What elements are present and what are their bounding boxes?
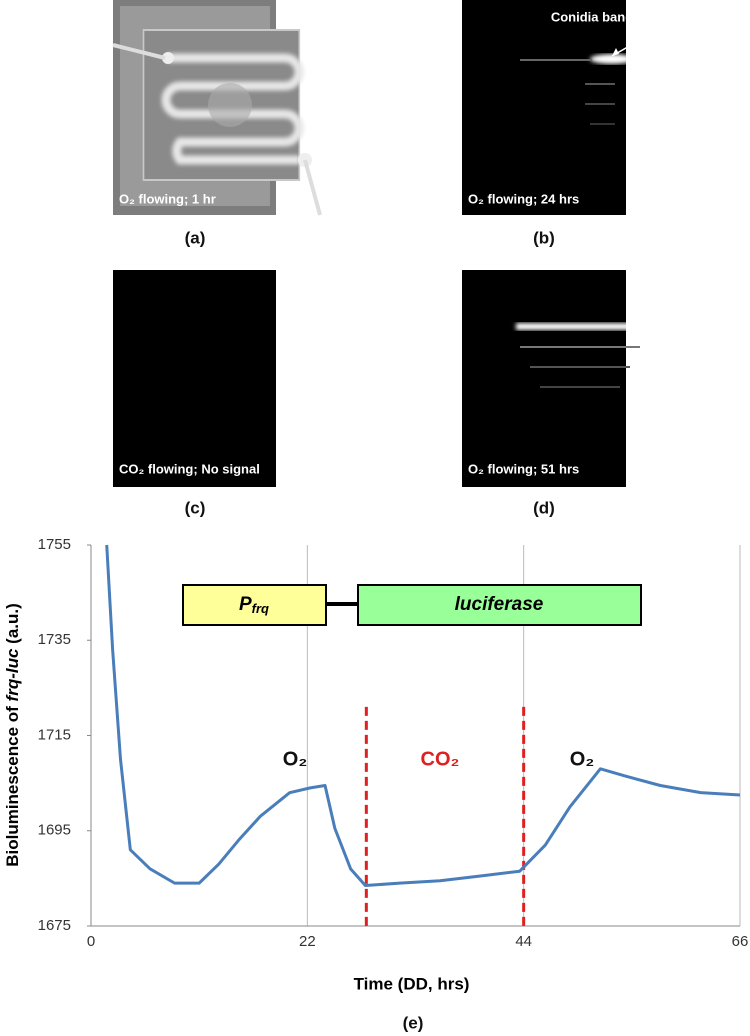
x-tick-label: 0 — [87, 933, 95, 950]
y-tick-label: 1715 — [38, 726, 71, 743]
y-tick-label: 1675 — [38, 917, 71, 934]
y-axis-title-part: frq-luc — [3, 648, 22, 701]
gene-label: luciferase — [455, 594, 544, 615]
y-tick-label: 1755 — [38, 536, 71, 553]
photo-a — [112, 0, 322, 216]
data-line — [105, 544, 741, 888]
x-axis-title: Time (DD, hrs) — [354, 974, 470, 993]
x-tick-label: 22 — [299, 933, 316, 950]
gene-box — [357, 584, 642, 626]
photo-caption: O₂ flowing; 24 hrs — [468, 191, 579, 206]
promoter-sub: frq — [252, 601, 269, 616]
y-tick-label: 1735 — [38, 631, 71, 648]
panel-label: (c) — [185, 498, 206, 517]
promoter-label: Pfrq — [239, 594, 269, 616]
construct: Pfrq luciferase — [182, 584, 642, 626]
annotation: Conidia band — [551, 9, 633, 24]
panel-label: (a) — [185, 228, 206, 247]
x-tick-label: 44 — [515, 933, 532, 950]
phase-label: CO₂ — [421, 748, 460, 770]
y-axis-title-part: (a.u.) — [3, 603, 22, 648]
photo-caption: O₂ flowing; 1 hr — [119, 191, 216, 206]
panel-label: (d) — [533, 498, 555, 517]
promoter-p: P — [239, 594, 252, 615]
x-tick-label: 66 — [732, 933, 749, 950]
y-tick-label: 1695 — [38, 822, 71, 839]
panel-label: (b) — [533, 228, 555, 247]
photo-caption: CO₂ flowing; No signal — [119, 461, 260, 476]
photo-c — [113, 270, 276, 487]
phase-label: O₂ — [570, 748, 594, 770]
photo-caption: O₂ flowing; 51 hrs — [468, 461, 579, 476]
y-axis-title-part: Bioluminescence of — [3, 701, 22, 866]
panel-label: (e) — [403, 1013, 424, 1032]
y-axis-title: Bioluminescence of frq-luc (a.u.) — [3, 603, 22, 867]
photo-b — [462, 0, 641, 215]
phase-label: O₂ — [283, 748, 307, 770]
photo-d — [462, 270, 640, 487]
